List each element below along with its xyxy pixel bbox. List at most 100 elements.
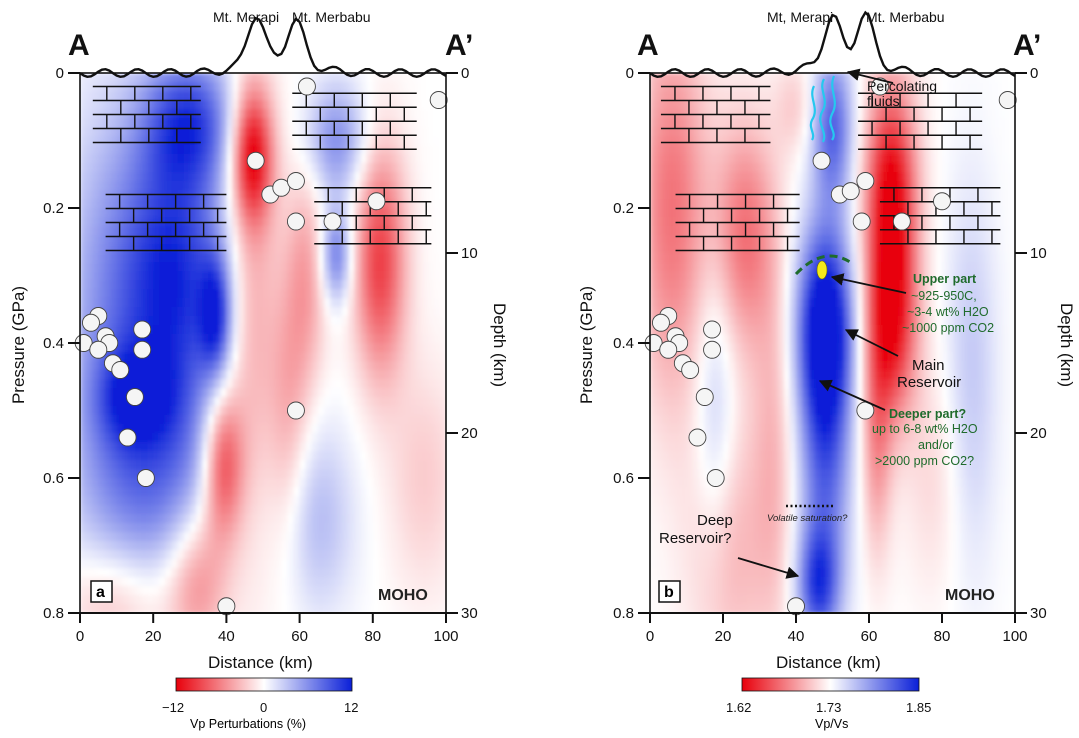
field-cell <box>153 280 160 290</box>
field-cell <box>281 442 288 452</box>
field-cell <box>275 73 282 83</box>
field-cell <box>141 442 148 452</box>
field-cell <box>650 307 657 317</box>
field-cell <box>766 478 773 488</box>
field-cell <box>355 244 362 254</box>
field-cell <box>367 109 374 119</box>
field-cell <box>245 361 252 371</box>
field-cell <box>92 190 99 200</box>
field-cell <box>178 523 185 533</box>
field-cell <box>251 244 258 254</box>
field-cell <box>385 199 392 209</box>
field-cell <box>772 127 779 137</box>
field-cell <box>367 469 374 479</box>
field-cell <box>287 82 294 92</box>
field-cell <box>281 307 288 317</box>
field-cell <box>361 433 368 443</box>
field-cell <box>735 442 742 452</box>
field-cell <box>178 154 185 164</box>
field-cell <box>159 361 166 371</box>
field-cell <box>753 424 760 434</box>
field-cell <box>361 550 368 560</box>
field-cell <box>409 523 416 533</box>
field-cell <box>251 541 258 551</box>
field-cell <box>165 523 172 533</box>
field-cell <box>159 424 166 434</box>
field-cell <box>717 244 724 254</box>
field-cell <box>428 136 435 146</box>
field-cell <box>422 154 429 164</box>
field-cell <box>416 253 423 263</box>
field-cell <box>129 334 136 344</box>
field-cell <box>104 100 111 110</box>
field-cell <box>342 298 349 308</box>
field-cell <box>760 118 767 128</box>
field-cell <box>141 208 148 218</box>
field-cell <box>348 370 355 380</box>
field-cell <box>342 532 349 542</box>
field-cell <box>281 217 288 227</box>
field-cell <box>245 478 252 488</box>
field-cell <box>239 451 246 461</box>
field-cell <box>306 460 313 470</box>
field-cell <box>92 550 99 560</box>
field-cell <box>318 478 325 488</box>
field-cell <box>104 388 111 398</box>
field-cell <box>80 415 87 425</box>
field-cell <box>233 280 240 290</box>
field-cell <box>263 595 270 605</box>
field-cell <box>153 244 160 254</box>
field-cell <box>233 559 240 569</box>
field-cell <box>86 100 93 110</box>
field-cell <box>80 577 87 587</box>
field-cell <box>172 226 179 236</box>
field-cell <box>233 397 240 407</box>
field-cell <box>330 577 337 587</box>
field-cell <box>226 487 233 497</box>
field-cell <box>306 280 313 290</box>
field-cell <box>422 244 429 254</box>
field-cell <box>184 595 191 605</box>
field-cell <box>711 361 718 371</box>
field-cell <box>281 514 288 524</box>
field-cell <box>104 496 111 506</box>
field-cell <box>656 370 663 380</box>
field-cell <box>760 379 767 389</box>
field-cell <box>403 415 410 425</box>
field-cell <box>111 388 118 398</box>
field-cell <box>705 415 712 425</box>
field-cell <box>172 406 179 416</box>
field-cell <box>379 109 386 119</box>
field-cell <box>766 361 773 371</box>
field-cell <box>214 415 221 425</box>
field-cell <box>416 550 423 560</box>
field-cell <box>287 289 294 299</box>
field-cell <box>104 550 111 560</box>
field-cell <box>766 541 773 551</box>
field-cell <box>428 523 435 533</box>
field-cell <box>687 451 694 461</box>
field-cell <box>336 154 343 164</box>
field-cell <box>650 397 657 407</box>
field-cell <box>373 397 380 407</box>
field-cell <box>434 82 441 92</box>
field-cell <box>275 577 282 587</box>
field-cell <box>318 415 325 425</box>
field-cell <box>226 199 233 209</box>
field-cell <box>306 370 313 380</box>
field-cell <box>723 433 730 443</box>
field-cell <box>226 217 233 227</box>
field-cell <box>379 406 386 416</box>
field-cell <box>391 325 398 335</box>
field-cell <box>330 82 337 92</box>
field-cell <box>159 271 166 281</box>
field-cell <box>92 172 99 182</box>
field-cell <box>753 451 760 461</box>
field-cell <box>367 550 374 560</box>
field-cell <box>342 307 349 317</box>
field-cell <box>275 100 282 110</box>
field-cell <box>208 415 215 425</box>
field-cell <box>379 118 386 128</box>
field-cell <box>434 469 441 479</box>
field-cell <box>257 226 264 236</box>
